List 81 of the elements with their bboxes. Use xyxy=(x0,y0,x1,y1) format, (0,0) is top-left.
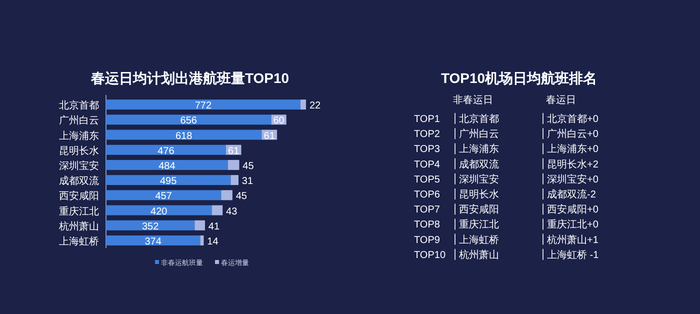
bar xyxy=(106,205,212,216)
data-label: 61 xyxy=(228,146,240,157)
bar xyxy=(106,235,200,246)
text: 广州白云 xyxy=(459,128,499,140)
text: 上海浦东 xyxy=(459,143,499,156)
category-label: TOP9 xyxy=(414,234,440,246)
category-label: TOP5 xyxy=(414,174,440,186)
text: 非春运日 xyxy=(453,94,493,106)
data-label: 476 xyxy=(158,146,175,157)
text: 深圳宝安+0 xyxy=(547,173,599,186)
y-tick-label: 成都双流 xyxy=(59,175,99,188)
bar xyxy=(106,114,272,125)
data-label: 61 xyxy=(264,130,276,142)
bar xyxy=(200,235,204,246)
category-label: TOP7 xyxy=(414,204,440,216)
y-tick-label: 北京首都 xyxy=(59,100,99,112)
data-label: 31 xyxy=(242,176,254,188)
data-label: 43 xyxy=(226,206,238,218)
data-label: 352 xyxy=(142,221,160,232)
text: 昆明长水+2 xyxy=(547,158,599,170)
data-label: 14 xyxy=(207,236,219,248)
text: TOP10机场日均航班排名 xyxy=(440,70,598,86)
data-label: 45 xyxy=(242,160,254,172)
y-tick-label: 重庆江北 xyxy=(59,205,99,218)
text: 上海虹桥 -1 xyxy=(547,248,600,261)
data-label: 656 xyxy=(180,116,198,127)
y-tick-label: 西安咸阳 xyxy=(59,190,99,202)
data-label: 772 xyxy=(194,100,212,112)
bar xyxy=(212,205,223,216)
bar xyxy=(106,220,195,230)
bar xyxy=(221,190,232,200)
category-label: TOP10 xyxy=(414,250,446,261)
bar xyxy=(106,100,300,110)
text: 深圳宝安 xyxy=(459,173,499,186)
y-tick-label: 昆明长水 xyxy=(59,144,99,157)
data-label: 618 xyxy=(175,130,193,142)
text: 昆明长水 xyxy=(459,188,499,200)
bar xyxy=(106,160,228,170)
data-label: 484 xyxy=(158,160,176,172)
text: 上海虹桥 xyxy=(459,234,499,246)
text: 重庆江北 xyxy=(459,218,499,231)
data-label: 45 xyxy=(236,191,248,202)
text: 春运日 xyxy=(546,94,576,106)
data-label: 60 xyxy=(273,116,285,127)
category-label: TOP3 xyxy=(414,144,440,156)
category-label: TOP8 xyxy=(414,220,440,231)
category-label: TOP1 xyxy=(414,114,440,125)
bar xyxy=(106,144,226,155)
y-tick-label: 上海浦东 xyxy=(59,130,99,142)
text: 杭州萧山+1 xyxy=(546,234,599,246)
data-label: 495 xyxy=(160,176,178,188)
text: 西安咸阳+0 xyxy=(547,204,599,216)
text: 西安咸阳 xyxy=(459,204,499,216)
bar xyxy=(106,175,231,186)
text: 杭州萧山 xyxy=(458,248,499,261)
category-label: TOP2 xyxy=(414,129,440,140)
data-label: 457 xyxy=(155,191,172,202)
data-label: 420 xyxy=(150,206,168,218)
text: 成都双流 xyxy=(459,158,499,170)
text: 北京首都 xyxy=(459,113,499,125)
category-label: TOP4 xyxy=(414,159,440,170)
chart-title: 春运日均计划出港航班量TOP10 xyxy=(90,70,290,86)
y-tick-label: 杭州萧山 xyxy=(58,220,99,232)
bar xyxy=(228,160,240,170)
category-label: TOP6 xyxy=(414,190,440,200)
y-tick-label: 深圳宝安 xyxy=(59,160,99,172)
data-label: 22 xyxy=(309,100,321,112)
text: 成都双流-2 xyxy=(547,188,596,200)
text: 广州白云+0 xyxy=(547,128,599,140)
text: 上海浦东+0 xyxy=(547,143,599,156)
data-label: 374 xyxy=(144,236,162,248)
bar xyxy=(230,175,238,186)
text: 重庆江北+0 xyxy=(547,218,599,231)
bar xyxy=(106,190,222,200)
bar xyxy=(106,130,262,140)
bar xyxy=(300,100,306,110)
bar xyxy=(194,220,205,230)
data-label: 41 xyxy=(208,221,220,232)
text: 北京首都+0 xyxy=(547,113,599,125)
y-tick-label: 上海虹桥 xyxy=(59,235,99,248)
y-tick-label: 广州白云 xyxy=(59,114,99,127)
